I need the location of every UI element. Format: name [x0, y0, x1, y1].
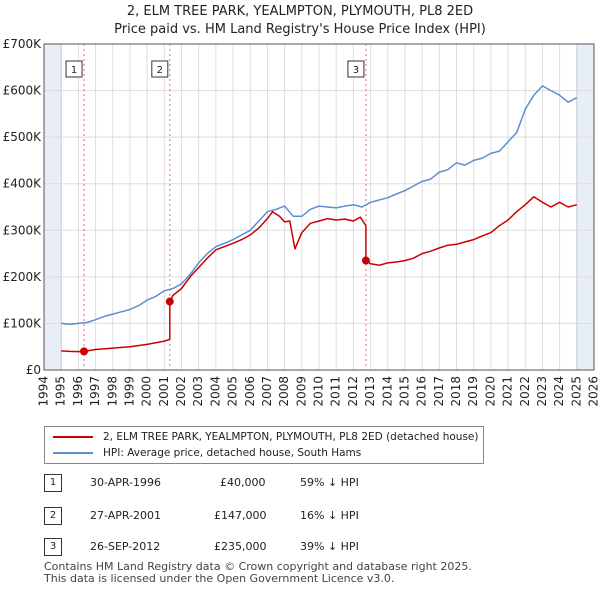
sale-point — [165, 297, 174, 306]
x-tick-label: 2013 — [363, 376, 377, 407]
transaction-number: 1 — [44, 474, 62, 492]
transaction-price: £235,000 — [214, 540, 267, 553]
x-tick-label: 2023 — [535, 376, 549, 407]
legend-item-property: 2, ELM TREE PARK, YEALMPTON, PLYMOUTH, P… — [53, 429, 479, 445]
x-tick-label: 2024 — [552, 376, 566, 407]
x-tick-label: 2004 — [208, 376, 222, 407]
sale-label-number: 2 — [157, 65, 163, 76]
x-tick-label: 2006 — [243, 376, 257, 407]
y-tick-label: £100K — [3, 316, 43, 330]
y-tick-label: £300K — [3, 223, 43, 237]
x-tick-label: 2016 — [415, 376, 429, 407]
transaction-date: 27-APR-2001 — [90, 509, 162, 522]
x-tick-label: 1994 — [37, 376, 51, 407]
transaction-row: 3 26-SEP-2012 £235,000 39% ↓ HPI — [44, 538, 494, 556]
transaction-hpi: 16% ↓ HPI — [300, 509, 359, 522]
x-tick-label: 2025 — [569, 376, 583, 407]
transaction-number: 2 — [44, 507, 62, 525]
x-tick-label: 2026 — [587, 376, 600, 407]
x-tick-label: 2011 — [329, 376, 343, 407]
y-tick-label: £500K — [3, 130, 43, 144]
x-tick-label: 2022 — [518, 376, 532, 407]
transaction-price: £40,000 — [220, 476, 266, 489]
y-tick-label: £400K — [3, 177, 43, 191]
sale-label-box — [151, 60, 169, 78]
transaction-hpi: 39% ↓ HPI — [300, 540, 359, 553]
legend: 2, ELM TREE PARK, YEALMPTON, PLYMOUTH, P… — [44, 426, 484, 464]
transaction-price: £147,000 — [214, 509, 267, 522]
transaction-hpi: 59% ↓ HPI — [300, 476, 359, 489]
x-tick-label: 2020 — [483, 376, 497, 407]
transaction-number: 3 — [44, 538, 62, 556]
legend-item-hpi: HPI: Average price, detached house, Sout… — [53, 445, 361, 461]
x-tick-label: 2019 — [466, 376, 480, 407]
x-tick-label: 2005 — [226, 376, 240, 407]
legend-hpi-line — [53, 452, 93, 454]
x-tick-label: 2018 — [449, 376, 463, 407]
legend-hpi-label: HPI: Average price, detached house, Sout… — [103, 447, 362, 459]
x-tick-label: 1995 — [54, 376, 68, 407]
transaction-row: 2 27-APR-2001 £147,000 16% ↓ HPI — [44, 507, 494, 525]
transaction-date: 30-APR-1996 — [90, 476, 162, 489]
x-tick-label: 2000 — [140, 376, 154, 407]
hpi-line — [61, 85, 578, 326]
footer-license: This data is licensed under the Open Gov… — [44, 572, 395, 585]
x-tick-label: 2007 — [260, 376, 274, 407]
x-tick-label: 2017 — [432, 376, 446, 407]
x-tick-label: 2009 — [294, 376, 308, 407]
transaction-date: 26-SEP-2012 — [90, 540, 161, 553]
sale-point — [80, 347, 89, 356]
sale-label-number: 3 — [353, 65, 359, 76]
y-tick-label: £0 — [26, 363, 41, 377]
y-tick-label: £700K — [3, 37, 43, 51]
x-tick-label: 1996 — [71, 376, 85, 407]
x-tick-label: 2010 — [312, 376, 326, 407]
x-tick-label: 2003 — [191, 376, 205, 407]
transaction-row: 1 30-APR-1996 £40,000 59% ↓ HPI — [44, 474, 494, 492]
x-tick-label: 2001 — [157, 376, 171, 407]
x-tick-label: 2002 — [174, 376, 188, 407]
x-tick-label: 1999 — [122, 376, 136, 407]
x-tick-label: 2012 — [346, 376, 360, 407]
chart-area: £0 £100K £200K £300K £400K £500K £600K £700K 199… — [3, 37, 600, 407]
x-tick-label: 1997 — [88, 376, 102, 407]
shaded-region — [44, 44, 62, 370]
sale-label-box — [347, 60, 365, 78]
legend-property-line — [53, 436, 93, 438]
y-tick-label: £600K — [3, 84, 43, 98]
x-tick-label: 1998 — [105, 376, 119, 407]
x-tick-label: 2014 — [380, 376, 394, 407]
footer-copyright: Contains HM Land Registry data © Crown c… — [44, 560, 472, 573]
chart-title-line1: 2, ELM TREE PARK, YEALMPTON, PLYMOUTH, P… — [126, 4, 474, 19]
sale-label-box — [65, 60, 83, 78]
sale-label-number: 1 — [71, 65, 77, 76]
legend-property-label: 2, ELM TREE PARK, YEALMPTON, PLYMOUTH, P… — [103, 431, 479, 443]
plot-frame — [43, 43, 595, 371]
shaded-region — [576, 44, 594, 370]
x-tick-label: 2015 — [397, 376, 411, 407]
sale-point — [361, 256, 370, 265]
chart-title-line2: Price paid vs. HM Land Registry's House … — [114, 22, 486, 37]
y-tick-label: £200K — [3, 270, 43, 284]
x-tick-label: 2021 — [501, 376, 515, 407]
x-tick-label: 2008 — [277, 376, 291, 407]
